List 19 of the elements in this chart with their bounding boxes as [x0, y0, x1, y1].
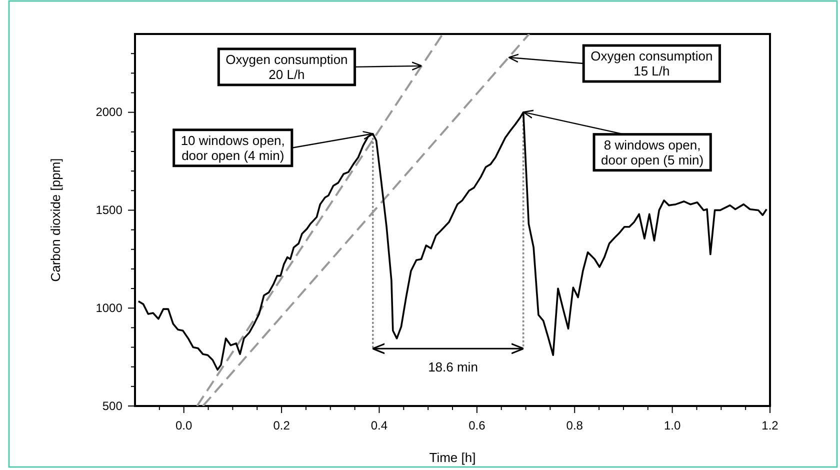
y-tick-label: 1500 [96, 203, 123, 218]
x-tick-label: 1.0 [664, 418, 681, 432]
annotation: Oxygen consumption 15 L/h [590, 48, 713, 78]
line-series [138, 111, 768, 371]
x-tick-label: 0.8 [566, 418, 584, 432]
x-tick-label: 0.0 [176, 418, 193, 432]
y-tick-label: 1000 [96, 300, 123, 315]
annotation: 8 windows open, door open (5 min) [601, 137, 704, 168]
y-tick-label: 2000 [96, 105, 123, 120]
x-tick-label: 1.2 [762, 418, 779, 432]
x-axis-title: Time [h] [429, 450, 476, 465]
y-tick-label: 500 [102, 398, 123, 413]
y-axis-title: Carbon dioxide [ppm] [48, 158, 63, 282]
annotation: Oxygen consumption 20 L/h [226, 52, 348, 82]
annotation: 10 windows open, door open (4 min) [180, 132, 285, 163]
annotation: 18.6 min [428, 360, 478, 374]
x-tick-label: 0.4 [370, 418, 388, 432]
x-tick-label: 0.2 [273, 418, 290, 432]
x-tick-label: 0.6 [468, 418, 486, 432]
